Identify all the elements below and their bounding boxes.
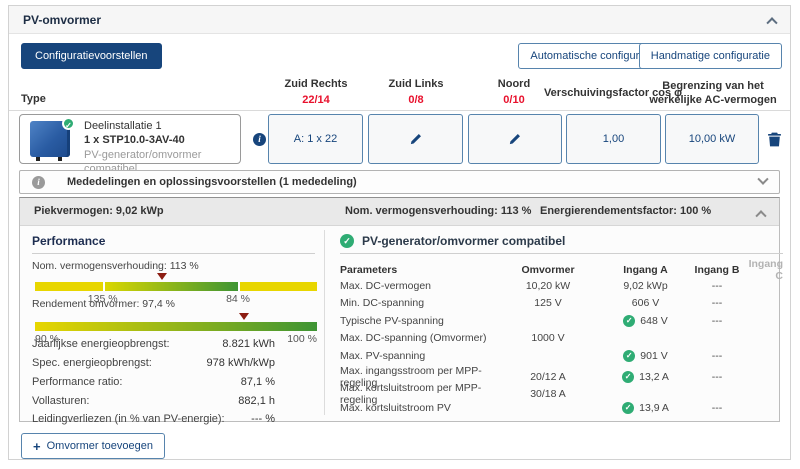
panel-header: PV-omvormer xyxy=(9,6,790,34)
power-ratio-summary: Nom. vermogensverhouding: 113 % xyxy=(345,205,532,217)
stat-specific-yield: Spec. energieopbrengst: 978 kWh/kWp xyxy=(32,357,275,369)
gauge-efficiency-bar: 90 % 100 % xyxy=(35,313,317,345)
inverter-model: 1 x STP10.0-3AV-40 xyxy=(84,134,185,147)
stat-full-load-hours: Vollasturen: 882,1 h xyxy=(32,395,275,407)
ok-check-icon: ✓ xyxy=(622,402,635,415)
table-row: Max. kortsluitstroom PV ✓ 13,9 A --- xyxy=(340,402,723,415)
details-area: Performance Nom. vermogensverhouding: 11… xyxy=(20,226,783,425)
collapse-panel-icon[interactable] xyxy=(766,16,778,28)
compatibility-header: ✓ PV-generator/omvormer compatibel xyxy=(340,234,565,248)
column-cos-phi: Verschuivingsfactor cos φ xyxy=(543,86,683,99)
table-row: Max. DC-vermogen 10,20 kW 9,02 kWp --- xyxy=(340,279,723,292)
column-ac-limit: Begrenzing van het werkelijke AC-vermoge… xyxy=(649,79,777,106)
table-row: Typische PV-spanning ✓ 648 V --- xyxy=(340,314,723,327)
compatible-check-icon: ✓ xyxy=(62,117,75,130)
messages-label: Mededelingen en oplossingsvoorstellen (1… xyxy=(67,176,357,188)
ok-check-icon: ✓ xyxy=(622,370,635,383)
column-zuid-links: Zuid Links 0/8 xyxy=(356,78,476,111)
manual-config-button[interactable]: Handmatige configuratie xyxy=(638,43,782,69)
gauge-tick xyxy=(102,282,105,291)
column-noord: Noord 0/10 xyxy=(454,78,574,111)
pv-inverter-panel: PV-omvormer Configuratievoorstellen Auto… xyxy=(8,5,791,460)
cos-phi-cell[interactable]: 1,00 xyxy=(566,114,661,164)
stat-line-losses: Leidingverliezen (in % van PV-energie): … xyxy=(32,413,275,425)
column-divider xyxy=(324,230,325,415)
plus-icon: + xyxy=(33,438,41,454)
zuid-rechts-count: 22/14 xyxy=(302,94,330,106)
messages-info-icon: i xyxy=(32,175,45,189)
add-inverter-button[interactable]: + Omvormer toevoegen xyxy=(21,433,165,459)
compatibility-rule xyxy=(340,253,783,254)
results-block: Piekvermogen: 9,02 kWp Nom. vermogensver… xyxy=(19,197,783,425)
table-row: Min. DC-spanning 125 V 606 V --- xyxy=(340,297,723,310)
zuid-links-count: 0/8 xyxy=(408,94,424,106)
assign-zuid-rechts-cell[interactable]: A: 1 x 22 xyxy=(268,114,363,164)
summary-chevron-up-icon[interactable] xyxy=(755,210,767,222)
inverter-info-icon[interactable]: i xyxy=(253,133,266,146)
config-proposals-button[interactable]: Configuratievoorstellen xyxy=(21,43,162,69)
ac-limit-cell[interactable]: 10,00 kW xyxy=(665,114,759,164)
column-zuid-rechts: Zuid Rechts 22/14 xyxy=(256,78,376,111)
gauge-ratio-bar: 135 % 84 % xyxy=(35,273,317,305)
type-column-label: Type xyxy=(21,93,46,105)
assign-noord-cell[interactable] xyxy=(468,114,562,164)
performance-title: Performance xyxy=(32,234,106,248)
gauge-ratio-marker xyxy=(156,273,167,280)
ok-check-icon: ✓ xyxy=(623,349,636,362)
inverter-type-box[interactable]: ✓ Deelinstallatie 1 1 x STP10.0-3AV-40 P… xyxy=(19,114,241,175)
gauge-tick xyxy=(238,282,241,291)
table-row: Max. ingangsstroom per MPP-regeling 20/1… xyxy=(340,364,723,389)
table-row: Max. DC-spanning (Omvormer) 1000 V xyxy=(340,332,565,345)
table-row: Max. PV-spanning ✓ 901 V --- xyxy=(340,349,723,362)
peak-power-summary: Piekvermogen: 9,02 kWp xyxy=(34,205,164,217)
parameters-table-header: Parameters Omvormer Ingang A Ingang B In… xyxy=(340,258,783,282)
columns-header: Type Zuid Rechts 22/14 Zuid Links 0/8 No… xyxy=(9,74,790,111)
edit-pencil-icon[interactable] xyxy=(409,132,423,146)
table-row: Max. kortsluitstroom per MPP-regeling 30… xyxy=(340,382,566,406)
compatibility-title: PV-generator/omvormer compatibel xyxy=(362,234,566,248)
messages-row[interactable]: i Mededelingen en oplossingsvoorstellen … xyxy=(19,170,780,194)
page-title: PV-omvormer xyxy=(23,12,102,27)
noord-count: 0/10 xyxy=(503,94,525,106)
assign-zuid-links-cell[interactable] xyxy=(368,114,463,164)
summary-strip[interactable]: Piekvermogen: 9,02 kWp Nom. vermogensver… xyxy=(20,198,779,226)
edit-pencil-icon[interactable] xyxy=(508,132,522,146)
ok-check-icon: ✓ xyxy=(623,314,636,327)
compatible-check-icon: ✓ xyxy=(340,234,354,248)
stat-performance-ratio: Performance ratio: 87,1 % xyxy=(32,376,275,388)
energy-factor-summary: Energierendementsfactor: 100 % xyxy=(540,205,712,217)
messages-chevron-down-icon[interactable] xyxy=(757,173,769,185)
gauge-efficiency-label: Rendement omvormer: 97,4 % xyxy=(32,298,175,310)
gauge-efficiency-marker xyxy=(238,313,249,320)
gauge-ratio-label: Nom. vermogensverhouding: 113 % xyxy=(32,260,199,272)
stat-annual-yield: Jaarlijkse energieopbrengst: 8.821 kWh xyxy=(32,338,275,350)
delete-inverter-icon[interactable] xyxy=(766,131,783,148)
performance-rule xyxy=(32,253,315,254)
parameters-table: Parameters Omvormer Ingang A Ingang B In… xyxy=(340,258,783,417)
subsystem-label: Deelinstallatie 1 xyxy=(84,120,162,132)
